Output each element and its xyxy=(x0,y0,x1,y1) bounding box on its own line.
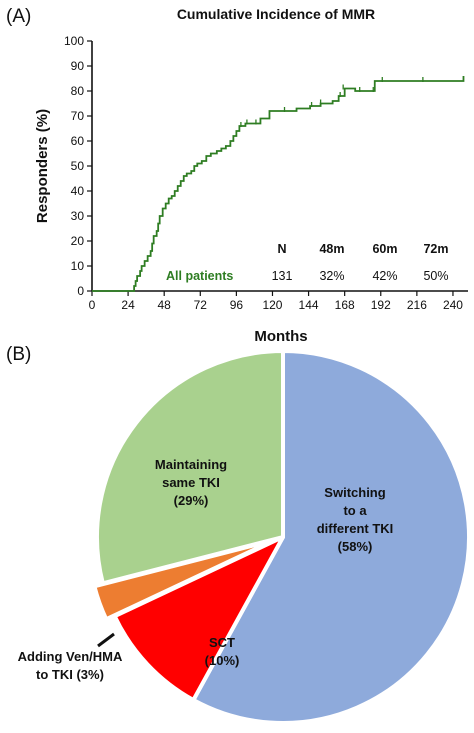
table-cell-60m: 42% xyxy=(372,269,397,283)
series-line-all-patients xyxy=(92,76,465,292)
pie-slice xyxy=(112,535,285,702)
slice-label-line: (10%) xyxy=(205,653,240,668)
slice-label-line: Adding Ven/HMA xyxy=(18,649,123,664)
slice-label: Maintaining same TKI (29%) xyxy=(155,457,227,508)
x-tick-label: 24 xyxy=(121,298,135,312)
table-cell-48m: 32% xyxy=(319,269,344,283)
table-cell-72m: 50% xyxy=(423,269,448,283)
y-tick-label: 0 xyxy=(77,284,84,298)
pie-slice xyxy=(95,349,285,586)
y-tick-label: 90 xyxy=(71,59,85,73)
x-tick-label: 192 xyxy=(371,298,391,312)
x-tick-label: 48 xyxy=(158,298,172,312)
panel-label-b: (B) xyxy=(6,344,31,365)
chart-a-title: Cumulative Incidence of MMR xyxy=(177,6,375,22)
km-chart: 0 10 20 30 40 50 60 70 80 90 100 0 24 48 72 96 120 144 168… xyxy=(64,34,468,312)
pie-slice xyxy=(92,538,277,622)
y-tick-label: 80 xyxy=(71,84,85,98)
x-tick-label: 72 xyxy=(194,298,208,312)
slice-label-line: to TKI (3%) xyxy=(36,667,104,682)
response-table: N 48m 60m 72m All patients 131 32% 42% 5… xyxy=(166,242,449,283)
x-tick-label: 120 xyxy=(262,298,282,312)
y-tick-label: 50 xyxy=(71,159,85,173)
slice-label-line: same TKI xyxy=(162,475,220,490)
slice-label-line: (58%) xyxy=(338,539,373,554)
x-tick-label: 240 xyxy=(443,298,463,312)
slice-label-line: Switching xyxy=(324,485,385,500)
slice-label: Switching to a different TKI (58%) xyxy=(317,485,394,554)
table-header-72m: 72m xyxy=(423,242,448,256)
y-tick-label: 60 xyxy=(71,134,85,148)
y-axis-label: Responders (%) xyxy=(34,109,51,223)
slice-label-line: different TKI xyxy=(317,521,394,536)
x-axis-label: Months xyxy=(254,328,307,345)
table-header-60m: 60m xyxy=(372,242,397,256)
slice-label-line: (29%) xyxy=(174,493,209,508)
pie-chart: Switching to a different TKI (58%) SCT (10%) A… xyxy=(18,349,471,725)
table-row-label: All patients xyxy=(166,269,233,283)
y-tick-label: 30 xyxy=(71,209,85,223)
panel-label-a: (A) xyxy=(6,6,31,27)
table-header-n: N xyxy=(277,242,286,256)
slice-label: SCT (10%) xyxy=(205,635,240,668)
slice-label-line: Maintaining xyxy=(155,457,227,472)
x-tick-label: 168 xyxy=(335,298,355,312)
x-tick-label: 216 xyxy=(407,298,427,312)
y-tick-label: 70 xyxy=(71,109,85,123)
y-tick-label: 40 xyxy=(71,184,85,198)
y-tick-label: 20 xyxy=(71,234,85,248)
x-tick-label: 0 xyxy=(89,298,96,312)
x-tick-label: 96 xyxy=(230,298,244,312)
table-cell-n: 131 xyxy=(272,269,293,283)
leader-line xyxy=(97,632,115,648)
x-tick-label: 144 xyxy=(299,298,319,312)
slice-label-line: to a xyxy=(343,503,367,518)
slice-label: Adding Ven/HMA to TKI (3%) xyxy=(18,649,123,682)
y-tick-label: 10 xyxy=(71,259,85,273)
pie-slice xyxy=(191,349,471,725)
table-header-48m: 48m xyxy=(319,242,344,256)
slice-label-line: SCT xyxy=(209,635,235,650)
y-tick-label: 100 xyxy=(64,34,84,48)
